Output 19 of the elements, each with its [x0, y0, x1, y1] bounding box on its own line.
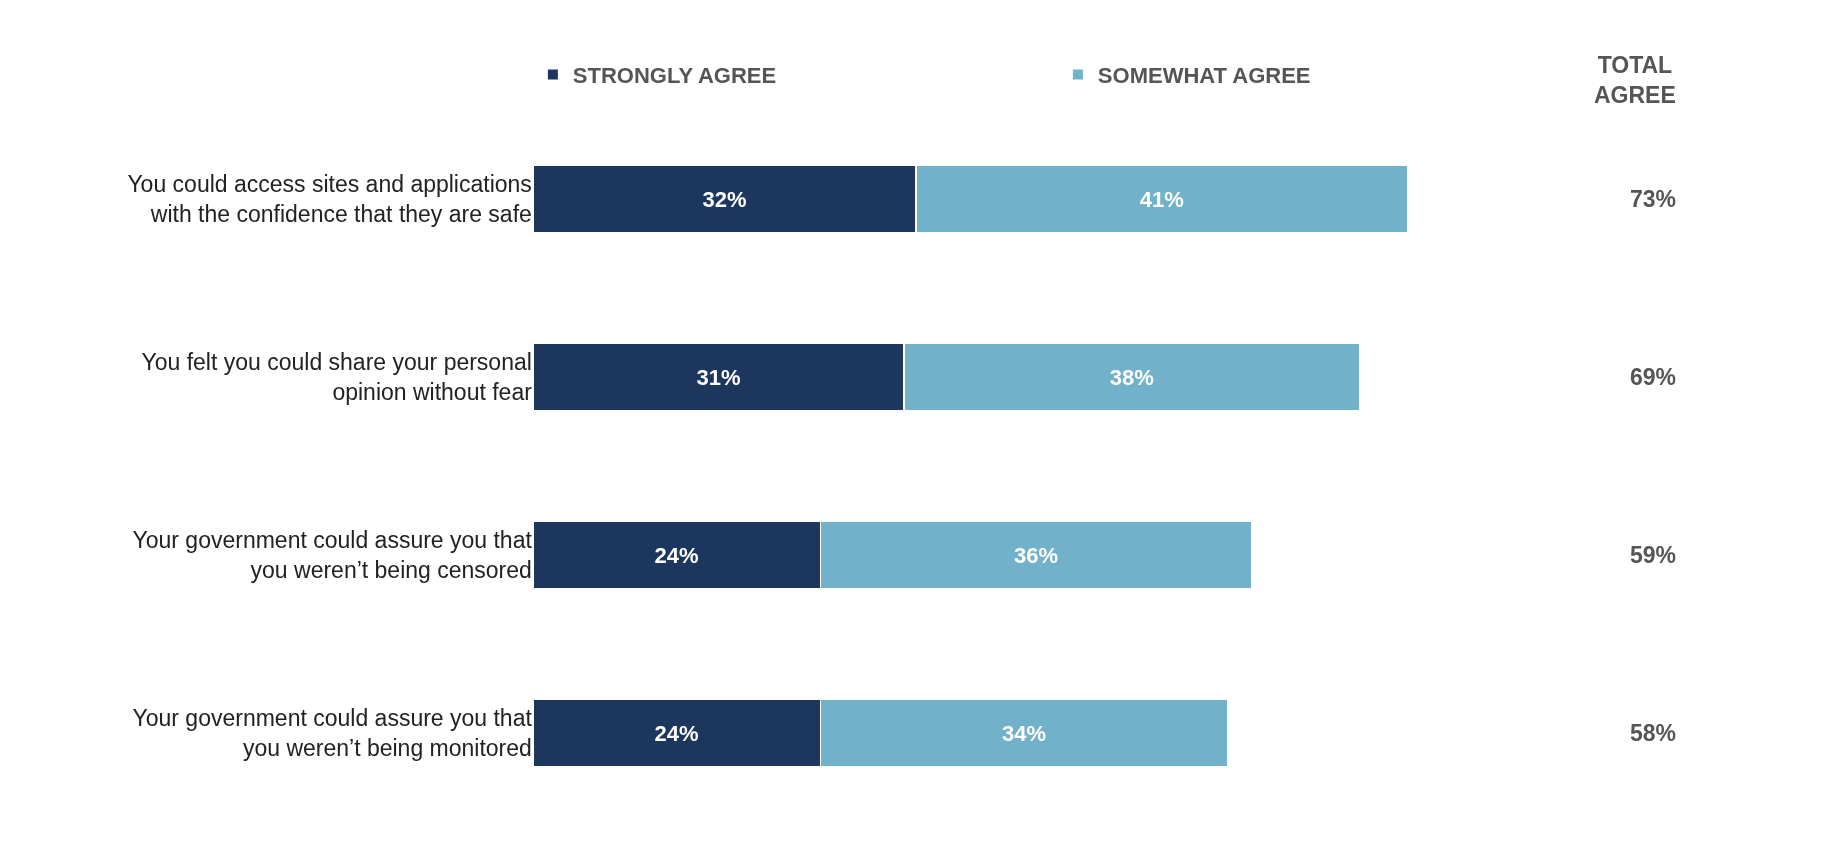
y-tick-label: You could access sites and applications with the confidence that they are safe [127, 171, 532, 227]
data-label: 38% [1109, 364, 1154, 390]
text: 73% [1630, 186, 1677, 212]
data-label: 41% [1139, 186, 1184, 212]
y-tick-label: Your government could assure you that you weren’t being monitored [132, 705, 533, 761]
data-label: 31% [696, 364, 741, 390]
y-tick-label: You felt you could share your personal opinion without fear [141, 349, 533, 405]
y-tick-label: Your government could assure you that you weren’t being censored [132, 527, 533, 583]
data-label: 34% [1001, 720, 1047, 746]
text: 58% [1630, 720, 1677, 746]
text: 59% [1630, 542, 1677, 568]
data-label: 24% [654, 542, 699, 568]
data-label: 36% [1013, 542, 1058, 568]
data-label: 32% [702, 186, 747, 212]
legend-label: SOMEWHAT AGREE [1097, 63, 1311, 89]
legend-label: STRONGLY AGREE [572, 63, 777, 89]
text: 69% [1630, 364, 1677, 390]
text: TOTAL AGREE [1594, 52, 1676, 108]
data-label: 24% [654, 720, 699, 746]
